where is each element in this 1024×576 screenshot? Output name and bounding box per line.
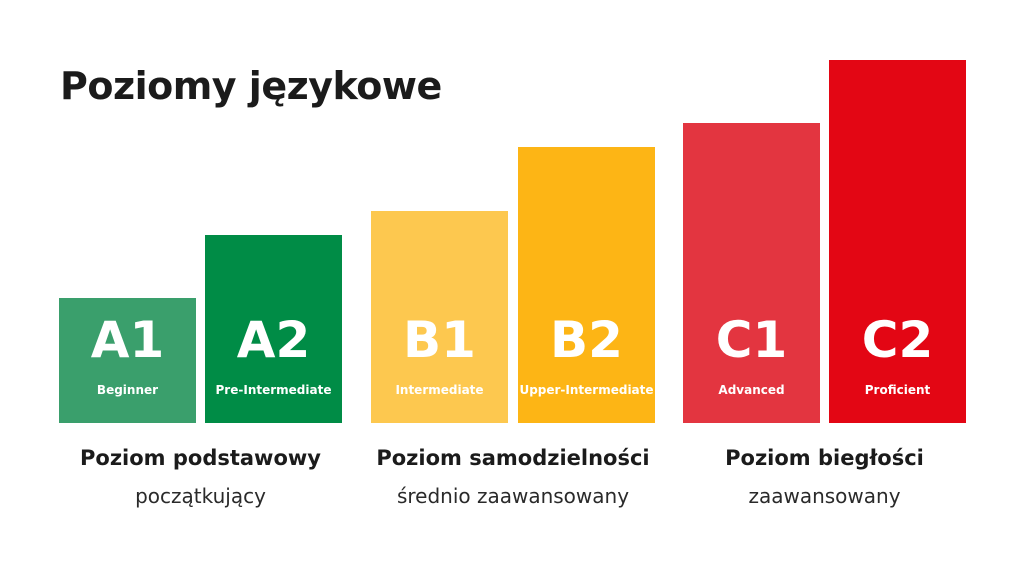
level-bar-a2: A2 Pre-Intermediate xyxy=(205,235,342,423)
level-bar-b2: B2 Upper-Intermediate xyxy=(518,147,655,423)
level-code: C1 xyxy=(715,311,788,369)
level-label: Intermediate xyxy=(395,383,484,397)
level-label: Beginner xyxy=(96,383,159,397)
group-basic: Poziom podstawowy początkujący xyxy=(59,444,342,510)
level-label: Advanced xyxy=(718,383,785,397)
group-title: Poziom podstawowy xyxy=(80,446,321,470)
level-code: B2 xyxy=(550,311,623,369)
group-title: Poziom samodzielności xyxy=(376,446,650,470)
level-label: Pre-Intermediate xyxy=(215,383,332,397)
level-code: B1 xyxy=(403,311,476,369)
group-title: Poziom biegłości xyxy=(725,446,924,470)
level-label: Upper-Intermediate xyxy=(519,383,654,397)
page-title: Poziomy językowe xyxy=(60,64,442,108)
level-bar-c1: C1 Advanced xyxy=(683,123,820,423)
group-proficient: Poziom biegłości zaawansowany xyxy=(683,444,966,510)
group-independent: Poziom samodzielności średnio zaawansowa… xyxy=(371,444,655,510)
level-label: Proficient xyxy=(864,383,931,397)
level-code: C2 xyxy=(861,311,934,369)
group-subtitle: zaawansowany xyxy=(748,484,901,508)
level-code: A1 xyxy=(90,311,165,369)
level-code: A2 xyxy=(236,311,311,369)
level-bar-c2: C2 Proficient xyxy=(829,60,966,423)
level-bar-a1: A1 Beginner xyxy=(59,298,196,423)
level-bar-b1: B1 Intermediate xyxy=(371,211,508,423)
group-subtitle: średnio zaawansowany xyxy=(396,484,630,508)
group-subtitle: początkujący xyxy=(135,484,266,508)
